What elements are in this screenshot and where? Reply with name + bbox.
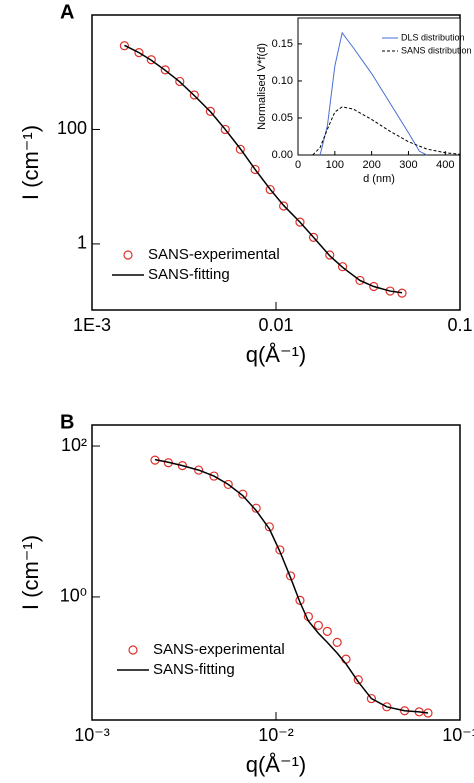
x-axis-title: q(Å⁻¹) — [246, 752, 307, 777]
legend-label: SANS-fitting — [153, 661, 235, 678]
data-point — [275, 545, 285, 555]
x-tick-label: 200 — [362, 159, 380, 171]
data-point — [322, 626, 332, 636]
data-point — [189, 90, 199, 100]
data-point — [295, 595, 305, 605]
data-line — [319, 31, 428, 156]
legend-label: SANS distribution — [401, 45, 472, 55]
data-point — [341, 654, 351, 664]
plot-frame — [297, 17, 461, 156]
data-point — [355, 275, 365, 286]
data-point — [251, 503, 261, 513]
data-point — [265, 184, 275, 195]
legend-label: DLS distribution — [401, 32, 465, 42]
data-point — [279, 201, 289, 211]
y-tick-label: 0.10 — [272, 75, 293, 87]
inset-background — [298, 18, 460, 155]
panel-label: A — [60, 1, 74, 23]
x-tick-label: 400 — [436, 159, 454, 171]
y-axis-title: I (cm⁻¹) — [18, 125, 43, 200]
y-tick-label: 100 — [57, 118, 87, 138]
x-tick-label: 10⁻² — [258, 725, 294, 745]
data-point — [134, 48, 144, 58]
data-line — [312, 106, 461, 156]
data-point — [337, 262, 348, 272]
x-tick-label: 300 — [399, 159, 417, 171]
data-point — [177, 461, 188, 471]
data-point — [238, 489, 248, 499]
legend-label: SANS-experimental — [153, 641, 285, 658]
data-point — [205, 106, 215, 116]
y-tick-label: 0.15 — [272, 38, 293, 50]
data-point — [325, 250, 335, 260]
x-tick-label: 10⁻³ — [74, 725, 110, 745]
data-point — [369, 281, 379, 292]
data-point — [397, 288, 407, 298]
data-point — [313, 620, 324, 630]
x-axis-title: q(Å⁻¹) — [246, 342, 307, 367]
data-point — [119, 41, 130, 51]
x-tick-label: 0 — [295, 159, 301, 171]
data-point — [175, 76, 185, 87]
legend-label: SANS-experimental — [148, 246, 280, 263]
y-axis-title: I (cm⁻¹) — [18, 535, 43, 610]
x-tick-label: 100 — [326, 159, 344, 171]
data-line — [154, 458, 429, 714]
data-point — [308, 232, 319, 242]
y-tick-label: 10⁰ — [60, 586, 87, 606]
x-axis-title: d (nm) — [363, 173, 395, 185]
legend-marker — [123, 250, 133, 260]
data-point — [285, 571, 296, 581]
x-tick-label: 10⁻¹ — [442, 725, 474, 745]
y-tick-label: 0.05 — [272, 112, 293, 124]
data-line — [124, 44, 403, 294]
data-point — [220, 124, 230, 135]
data-point — [264, 522, 274, 532]
data-point — [382, 702, 392, 712]
y-tick-label: 10² — [61, 435, 87, 455]
data-point — [353, 675, 363, 685]
data-point — [235, 144, 245, 154]
panel-label: B — [60, 411, 74, 433]
data-point — [366, 693, 377, 704]
data-point — [295, 217, 305, 227]
x-tick-label: 1E-3 — [73, 315, 111, 335]
y-axis-title: Normalised V*f(d) — [256, 43, 268, 130]
data-point — [250, 164, 260, 175]
data-point — [146, 55, 156, 65]
y-tick-label: 0.00 — [272, 149, 293, 161]
x-tick-label: 0.1 — [447, 315, 472, 335]
data-point — [160, 65, 170, 75]
data-point — [209, 471, 219, 481]
y-tick-label: 1 — [77, 233, 87, 253]
x-tick-label: 0.01 — [258, 315, 293, 335]
data-point — [194, 465, 204, 475]
data-point — [223, 479, 233, 490]
plot-frame — [91, 424, 461, 721]
legend-marker — [128, 645, 138, 655]
data-point — [332, 637, 342, 647]
legend-label: SANS-fitting — [148, 266, 230, 283]
